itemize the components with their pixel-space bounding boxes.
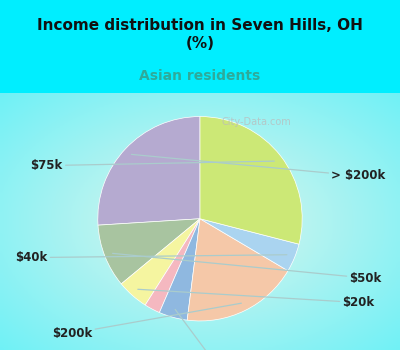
Text: $200k: $200k — [52, 303, 241, 340]
Text: > $200k: > $200k — [132, 154, 386, 182]
Wedge shape — [98, 117, 200, 225]
Wedge shape — [121, 219, 200, 305]
Wedge shape — [187, 219, 288, 321]
Text: City-Data.com: City-Data.com — [221, 117, 291, 127]
Text: $50k: $50k — [112, 253, 382, 285]
Text: $40k: $40k — [15, 251, 287, 264]
Wedge shape — [200, 219, 299, 271]
Wedge shape — [145, 219, 200, 313]
Text: $20k: $20k — [138, 289, 374, 309]
Wedge shape — [160, 219, 200, 320]
Text: $30k: $30k — [175, 309, 242, 350]
Wedge shape — [200, 117, 302, 244]
Text: $75k: $75k — [30, 159, 274, 172]
Text: Asian residents: Asian residents — [139, 69, 261, 83]
Text: Income distribution in Seven Hills, OH
(%): Income distribution in Seven Hills, OH (… — [37, 18, 363, 51]
Wedge shape — [98, 219, 200, 284]
